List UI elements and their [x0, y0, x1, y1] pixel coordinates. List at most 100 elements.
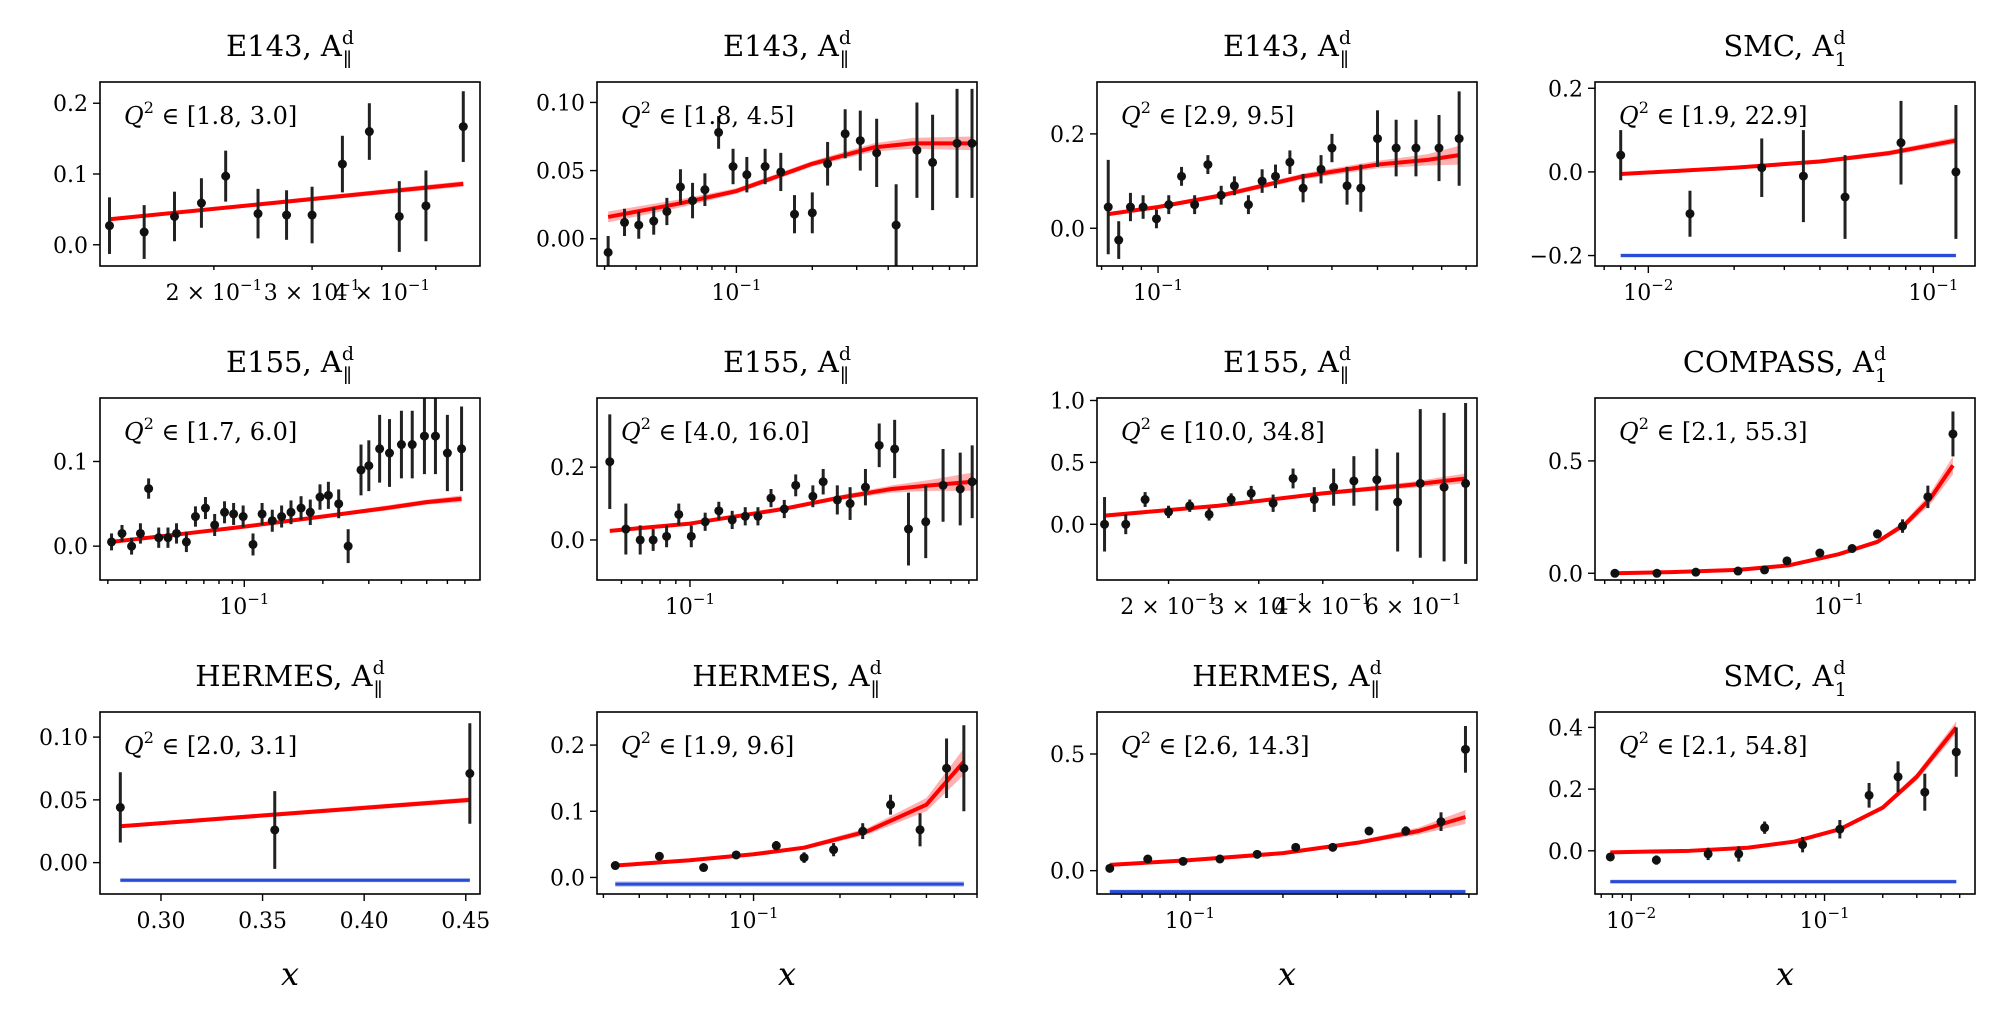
marker: [1605, 852, 1615, 862]
marker: [1734, 849, 1744, 859]
data-point: [323, 481, 333, 509]
panel-10: 0.0 0.1 0.2 10−1 HERMES, Ad ∥ Q2 ∈ [1.9, 9.6] x: [550, 657, 978, 993]
axes-frame: [596, 397, 978, 581]
panel-title: COMPASS, Ad 1: [1683, 343, 1887, 387]
marker: [675, 182, 685, 192]
data-point: [674, 503, 684, 526]
marker: [1327, 143, 1337, 153]
marker: [686, 531, 696, 541]
data-point: [903, 492, 913, 566]
marker: [728, 162, 738, 172]
marker: [874, 440, 884, 450]
marker: [1226, 495, 1236, 505]
panel-title-sub: ∥: [871, 679, 880, 701]
marker: [959, 763, 969, 773]
y-tick-label: 0.2: [550, 734, 585, 759]
plot-area: [603, 88, 977, 266]
marker: [1356, 183, 1366, 193]
data-point: [1434, 115, 1444, 182]
data-point: [1391, 119, 1401, 177]
marker: [952, 138, 962, 148]
marker: [1105, 863, 1115, 873]
y-tick-label: 0.0: [53, 535, 88, 560]
data-point: [364, 103, 374, 160]
x-tick-label: 3 × 10−1: [1210, 590, 1307, 620]
data-point: [117, 524, 127, 542]
marker: [928, 157, 938, 167]
data-point: [1105, 863, 1115, 873]
data-point: [791, 474, 801, 497]
panel-title-sub: 1: [1835, 49, 1847, 71]
data-point: [105, 197, 115, 254]
marker: [1948, 429, 1958, 439]
marker: [1651, 855, 1661, 865]
marker: [144, 484, 154, 494]
y-tick-label: 0.0: [1548, 161, 1583, 186]
data-point: [799, 852, 809, 863]
fit-band: [1109, 810, 1466, 866]
y-tick-label: 0.2: [1548, 77, 1583, 102]
data-point: [1782, 556, 1792, 566]
marker: [1685, 209, 1695, 219]
marker: [766, 493, 776, 503]
panel-title-sup: d: [373, 657, 385, 679]
marker: [771, 841, 781, 851]
y-tick-label: 0.00: [39, 852, 88, 877]
x-tick-label: 10−2: [1606, 904, 1656, 934]
marker: [1103, 202, 1113, 212]
marker: [1610, 568, 1620, 578]
fit-line: [1109, 815, 1467, 867]
data-point: [1610, 568, 1620, 578]
data-point: [1896, 100, 1906, 185]
data-point: [1616, 130, 1626, 181]
x-tick-label: 10−1: [728, 904, 778, 934]
marker: [700, 517, 710, 527]
marker: [1285, 157, 1295, 167]
panel-title-sub: ∥: [840, 49, 849, 71]
axes-frame: [99, 397, 481, 581]
data-point: [891, 184, 901, 266]
panel-title-main: E155, A: [723, 345, 840, 379]
x-tick-label: 10−1: [1133, 276, 1183, 306]
y-tick-label: 0.4: [1548, 716, 1583, 741]
data-point: [296, 496, 306, 520]
marker: [799, 853, 809, 863]
marker: [1216, 190, 1226, 200]
plot-area: [1103, 91, 1464, 259]
marker: [1329, 482, 1339, 492]
marker: [154, 533, 164, 543]
data-point: [457, 406, 467, 492]
data-point: [1372, 448, 1382, 511]
marker: [731, 850, 741, 860]
data-point: [662, 197, 672, 226]
data-point: [127, 537, 137, 555]
marker: [1291, 842, 1301, 852]
plot-area: [105, 91, 468, 259]
panel-12: 0.0 0.2 0.4 10−2 10−1 SMC, Ad 1 Q2 ∈ [2.1, 54.8…: [1548, 657, 1976, 993]
data-point: [1364, 826, 1374, 836]
q2-range-label: Q2 ∈ [1.9, 22.9]: [1619, 98, 1808, 130]
marker: [172, 528, 182, 538]
marker: [1951, 747, 1961, 757]
marker: [776, 167, 786, 177]
fit-line: [1104, 476, 1466, 518]
x-tick-label: 6 × 10−1: [1365, 590, 1462, 620]
marker: [1215, 854, 1225, 864]
data-point: [1178, 856, 1188, 866]
marker: [753, 511, 763, 521]
data-point: [396, 410, 406, 479]
data-point: [714, 116, 724, 149]
x-tick-label: 3 × 10−1: [264, 276, 361, 306]
marker: [1138, 202, 1148, 212]
panel-title-sub: ∥: [343, 365, 352, 387]
data-point: [200, 497, 210, 520]
data-point: [1372, 110, 1382, 167]
panel-title-main: HERMES, A: [1192, 659, 1370, 693]
fit-band: [609, 472, 973, 533]
data-point: [1216, 185, 1226, 205]
panel-title-sub: ∥: [1340, 365, 1349, 387]
marker: [688, 196, 698, 206]
marker: [210, 520, 220, 530]
data-point: [270, 791, 280, 869]
marker: [1760, 565, 1770, 575]
